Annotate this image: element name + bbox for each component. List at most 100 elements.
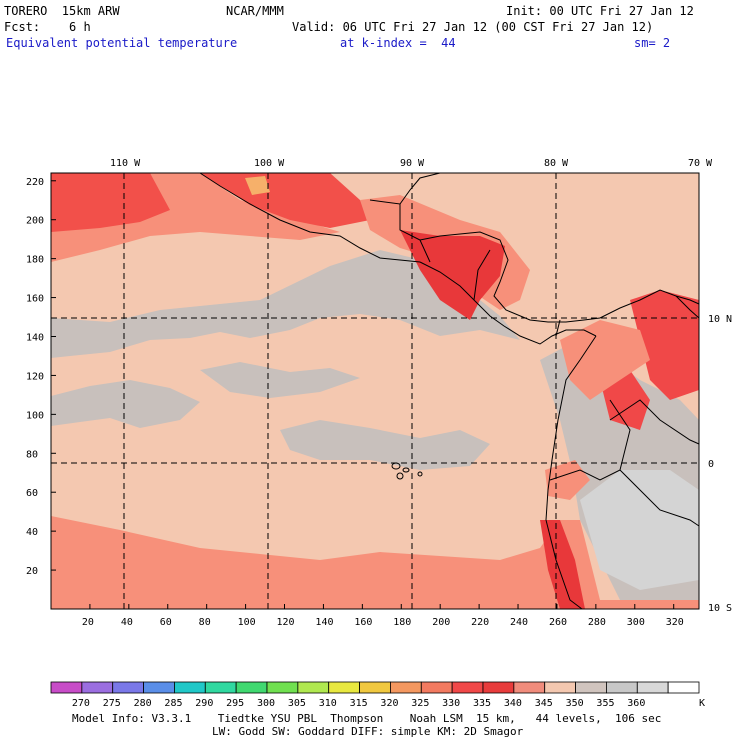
peru-border — [609, 399, 631, 471]
colorbar-label: 295 — [226, 698, 244, 709]
colorbar-swatch — [420, 681, 453, 694]
south-america-coastline — [545, 335, 597, 610]
colorbar-swatch — [390, 681, 422, 694]
y-tick-label: 80 — [26, 449, 38, 460]
colorbar-label: 335 — [473, 698, 491, 709]
x-tick-label: 200 — [432, 617, 450, 628]
x-tick-label: 100 — [238, 617, 256, 628]
orange-spot — [245, 176, 270, 195]
gray-region-mid — [200, 362, 360, 398]
colorbar: 270 275 280 285 290 295 300 305 310 315 320 325 330 3… — [50, 681, 705, 709]
gray-region-south — [280, 420, 490, 470]
forecast-hour: Fcst: 6 h — [4, 20, 91, 34]
colorbar-label: 310 — [319, 698, 337, 709]
graticule — [51, 173, 699, 609]
y-tick-label: 220 — [26, 177, 44, 188]
x-tick-label: 180 — [393, 617, 411, 628]
hot-mexico-coast — [200, 173, 370, 228]
valid-time: Valid: 06 UTC Fri 27 Jan 12 (00 CST Fri … — [292, 20, 654, 34]
colorbar-label: 345 — [535, 698, 553, 709]
central-america-coastline — [419, 261, 597, 345]
lat-label-0: 0 — [708, 459, 714, 470]
colorbar-swatch — [112, 681, 144, 694]
footer-physics-info: LW: Godd SW: Goddard DIFF: simple KM: 2D… — [212, 725, 524, 738]
colorbar-label: 290 — [195, 698, 213, 709]
colorbar-swatch — [143, 681, 175, 694]
y-tick-label: 180 — [26, 255, 44, 266]
lon-label-110w: 110 W — [110, 158, 141, 169]
colorbar-label: 360 — [627, 698, 645, 709]
lon-label-90w: 90 W — [400, 158, 425, 169]
x-tick-label: 140 — [315, 617, 333, 628]
light-gray-andes — [580, 470, 699, 590]
colorbar-swatch — [451, 681, 484, 694]
y-tick-label: 160 — [26, 294, 44, 305]
lon-labels: 110 W 100 W 90 W 80 W 70 W — [110, 158, 713, 169]
lat-labels: 10 N 0 10 S — [708, 314, 732, 614]
init-time: Init: 00 UTC Fri 27 Jan 12 — [506, 4, 694, 18]
y-tick-label: 200 — [26, 216, 44, 227]
y-tick-label: 60 — [26, 488, 38, 499]
level-info: at k-index = 44 — [340, 36, 456, 50]
x-tick-label: 240 — [510, 617, 528, 628]
field-name: Equivalent potential temperature — [6, 36, 238, 50]
colorbar-swatch — [544, 681, 576, 694]
x-tick-label: 40 — [121, 617, 133, 628]
lon-label-100w: 100 W — [254, 158, 285, 169]
y-tick-labels: 220 200 180 160 140 120 100 80 60 40 20 — [26, 177, 44, 577]
ecuador-border — [549, 469, 700, 527]
y-tick-label: 140 — [26, 333, 44, 344]
gray-region-central — [51, 250, 520, 358]
colorbar-label: 350 — [566, 698, 584, 709]
x-tick-label: 120 — [277, 617, 295, 628]
colorbar-swatch — [606, 681, 638, 694]
x-tick-label: 320 — [666, 617, 684, 628]
lon-label-70w: 70 W — [688, 158, 713, 169]
galapagos-island-4 — [417, 471, 423, 477]
nicaragua-border — [473, 249, 491, 301]
colombia-border — [609, 399, 700, 445]
galapagos-island-3 — [396, 472, 404, 480]
yucatan-coastline — [369, 172, 441, 205]
lat-label-10s: 10 S — [708, 603, 732, 614]
x-tick-label: 60 — [160, 617, 172, 628]
warm-south-band — [51, 516, 699, 609]
venezuela-coast — [675, 295, 700, 319]
colorbar-label: 285 — [164, 698, 182, 709]
colorbar-label: 320 — [380, 698, 398, 709]
colorbar-label: 305 — [288, 698, 306, 709]
colorbar-swatch — [50, 681, 83, 694]
colorbar-label: 300 — [257, 698, 275, 709]
colorbar-swatch — [667, 681, 700, 694]
x-tick-label: 260 — [549, 617, 567, 628]
lat-label-10n: 10 N — [708, 314, 732, 325]
colorbar-swatch — [636, 681, 669, 694]
colorbar-swatch — [266, 681, 299, 694]
colorbar-label: 340 — [504, 698, 522, 709]
x-tick-label: 80 — [199, 617, 211, 628]
colorbar-swatch — [359, 681, 391, 694]
colorbar-swatch — [204, 681, 237, 694]
field-layer — [51, 173, 699, 609]
x-tick-label: 300 — [627, 617, 645, 628]
x-tick-label: 20 — [82, 617, 94, 628]
x-tick-label: 220 — [471, 617, 489, 628]
x-tick-labels: 20 40 60 80 100 120 140 160 180 200 220 240 260 280 30… — [82, 617, 684, 628]
hot-central-america — [400, 230, 505, 320]
map-frame — [50, 172, 700, 610]
hot-north-west — [51, 173, 170, 232]
colorbar-label: 275 — [103, 698, 121, 709]
mexico-coastline — [199, 172, 421, 263]
colorbar-label: 355 — [596, 698, 614, 709]
tick-marks — [51, 180, 675, 609]
colorbar-label: 315 — [350, 698, 368, 709]
caribbean-coastline — [419, 231, 601, 323]
panama-border — [555, 319, 561, 337]
colorbar-label: 330 — [442, 698, 460, 709]
colorbar-swatch — [235, 681, 268, 694]
colorbar-swatch — [482, 681, 515, 694]
smoothing-info: sm= 2 — [634, 36, 671, 50]
galapagos-island-2 — [402, 467, 410, 473]
colorbar-swatch — [81, 681, 114, 694]
